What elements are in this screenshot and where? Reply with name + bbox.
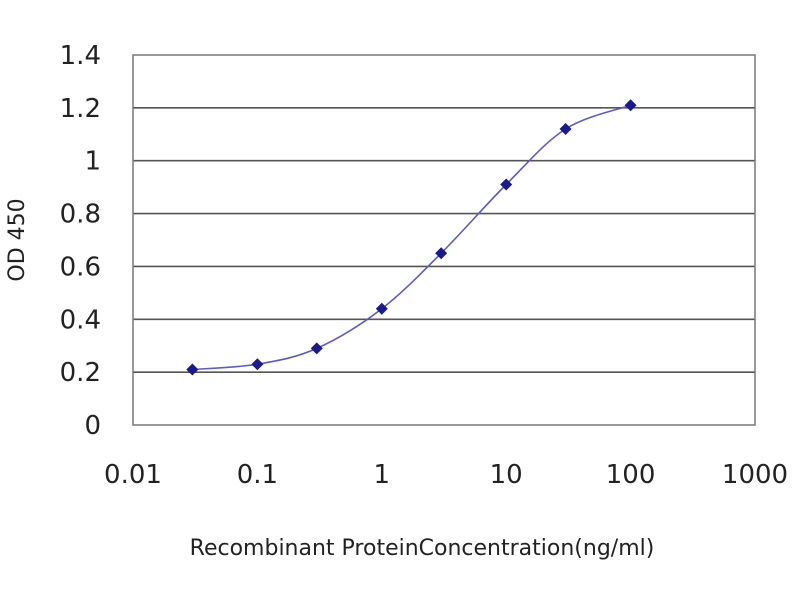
- y-tick-label: 0.8: [60, 200, 101, 230]
- y-tick-label: 0.4: [60, 305, 101, 335]
- x-tick-label: 100: [606, 460, 656, 490]
- data-point-marker: [186, 363, 199, 376]
- y-tick-labels: 0 0.2 0.4 0.6 0.8 1 1.2 1.4: [60, 41, 101, 441]
- x-tick-label: 1000: [722, 460, 788, 490]
- x-axis-title: Recombinant ProteinConcentration(ng/ml): [190, 536, 655, 561]
- series-markers: [186, 99, 637, 376]
- y-tick-label: 1: [84, 147, 101, 177]
- data-point-marker: [251, 358, 264, 371]
- data-point-marker: [559, 123, 572, 135]
- x-tick-label: 0.01: [104, 460, 162, 490]
- y-tick-label: 0.2: [60, 358, 101, 388]
- x-tick-label: 0.1: [237, 460, 278, 490]
- x-tick-labels: 0.01 0.1 1 10 100 1000: [104, 460, 788, 490]
- x-tick-label: 10: [490, 460, 523, 490]
- data-point-marker: [375, 302, 388, 315]
- data-point-marker: [624, 99, 637, 112]
- x-tick-label: 1: [374, 460, 391, 490]
- data-point-marker: [435, 247, 448, 260]
- y-tick-label: 0: [84, 411, 101, 441]
- plot-frame: [132, 54, 756, 426]
- y-axis-title: OD 450: [5, 198, 30, 281]
- data-point-marker: [500, 178, 513, 191]
- series-line: [192, 104, 631, 371]
- data-point-marker: [310, 342, 323, 355]
- y-tick-label: 1.2: [60, 94, 101, 124]
- y-tick-label: 0.6: [60, 252, 101, 282]
- y-tick-label: 1.4: [60, 41, 101, 71]
- grid-layer: [133, 107, 755, 373]
